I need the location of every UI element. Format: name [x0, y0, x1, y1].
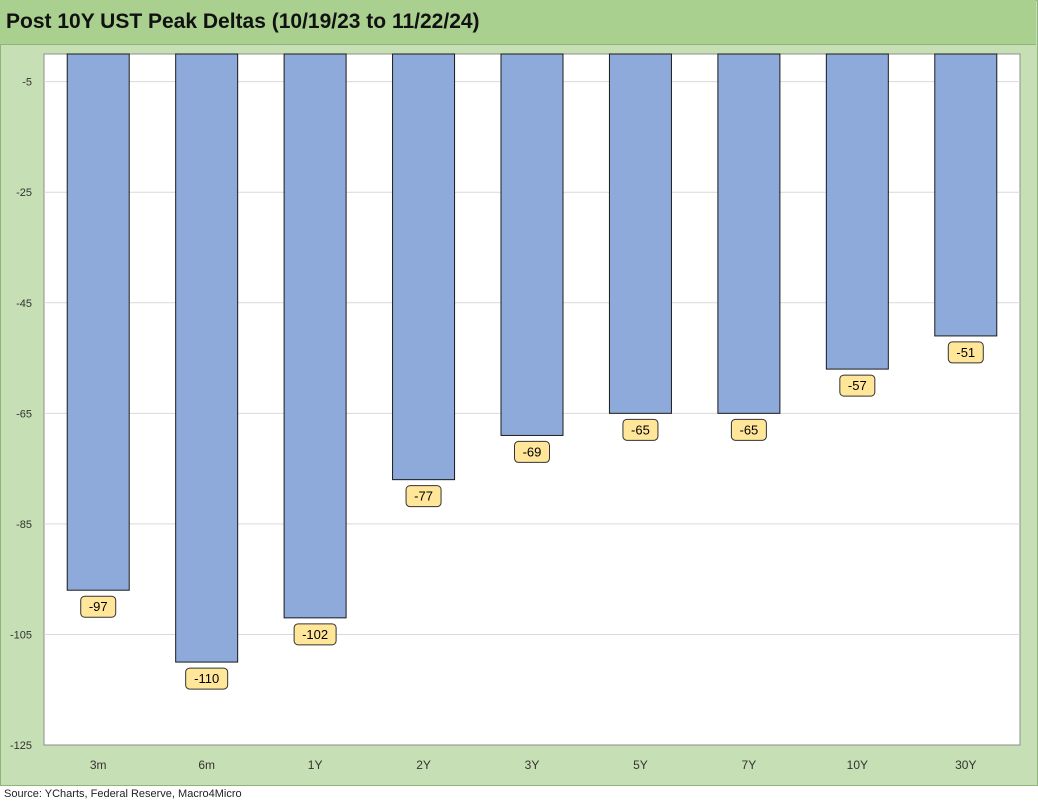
x-tick-label: 7Y — [742, 758, 757, 772]
bar — [608, 53, 672, 414]
chart-plot: -5 -25 -45 -65 -85 -105 -125 3m -97 6m -110 1Y -102 2… — [10, 53, 1021, 772]
x-tick-label: 30Y — [955, 758, 976, 772]
x-tick-label: 3m — [90, 758, 107, 772]
bar — [500, 53, 564, 436]
data-label: -69 — [523, 444, 542, 459]
source-note: Source: YCharts, Federal Reserve, Macro4… — [4, 788, 242, 800]
data-label: -110 — [194, 671, 219, 686]
bar — [175, 53, 239, 663]
y-tick-label: -25 — [16, 187, 32, 199]
x-tick-label: 5Y — [633, 758, 648, 772]
y-tick-label: -85 — [16, 519, 32, 531]
bar — [717, 53, 781, 414]
data-label: -57 — [848, 378, 867, 393]
data-label-box — [405, 485, 442, 508]
data-label-box — [293, 623, 337, 646]
bar — [934, 53, 998, 337]
x-tick-label: 6m — [198, 758, 215, 772]
data-label: -65 — [631, 422, 650, 437]
data-label: -102 — [302, 627, 328, 642]
bar — [66, 53, 130, 591]
x-tick-label: 2Y — [416, 758, 431, 772]
x-tick-label: 3Y — [525, 758, 540, 772]
data-label-box — [185, 667, 229, 690]
y-tick-label: -45 — [16, 298, 32, 310]
data-label-box — [80, 595, 117, 618]
bar — [283, 53, 347, 619]
y-tick-label: -65 — [16, 408, 32, 420]
data-label-box — [839, 374, 876, 397]
data-label-box — [730, 418, 767, 441]
data-label: -65 — [739, 422, 758, 437]
data-label-box — [622, 418, 659, 441]
data-label-box — [947, 341, 984, 364]
data-label-box — [514, 440, 550, 463]
data-label: -77 — [414, 489, 433, 504]
data-label: -51 — [956, 345, 975, 360]
y-tick-label: -125 — [10, 740, 32, 752]
x-tick-label: 10Y — [847, 758, 868, 772]
y-tick-label: -5 — [22, 77, 32, 89]
y-tick-label: -105 — [10, 629, 32, 641]
bar — [392, 53, 456, 481]
bar — [825, 53, 889, 370]
chart-title: Post 10Y UST Peak Deltas (10/19/23 to 11… — [6, 10, 480, 33]
title-bar: Post 10Y UST Peak Deltas (10/19/23 to 11… — [0, 0, 1036, 45]
x-tick-label: 1Y — [308, 758, 323, 772]
data-label: -97 — [89, 599, 108, 614]
